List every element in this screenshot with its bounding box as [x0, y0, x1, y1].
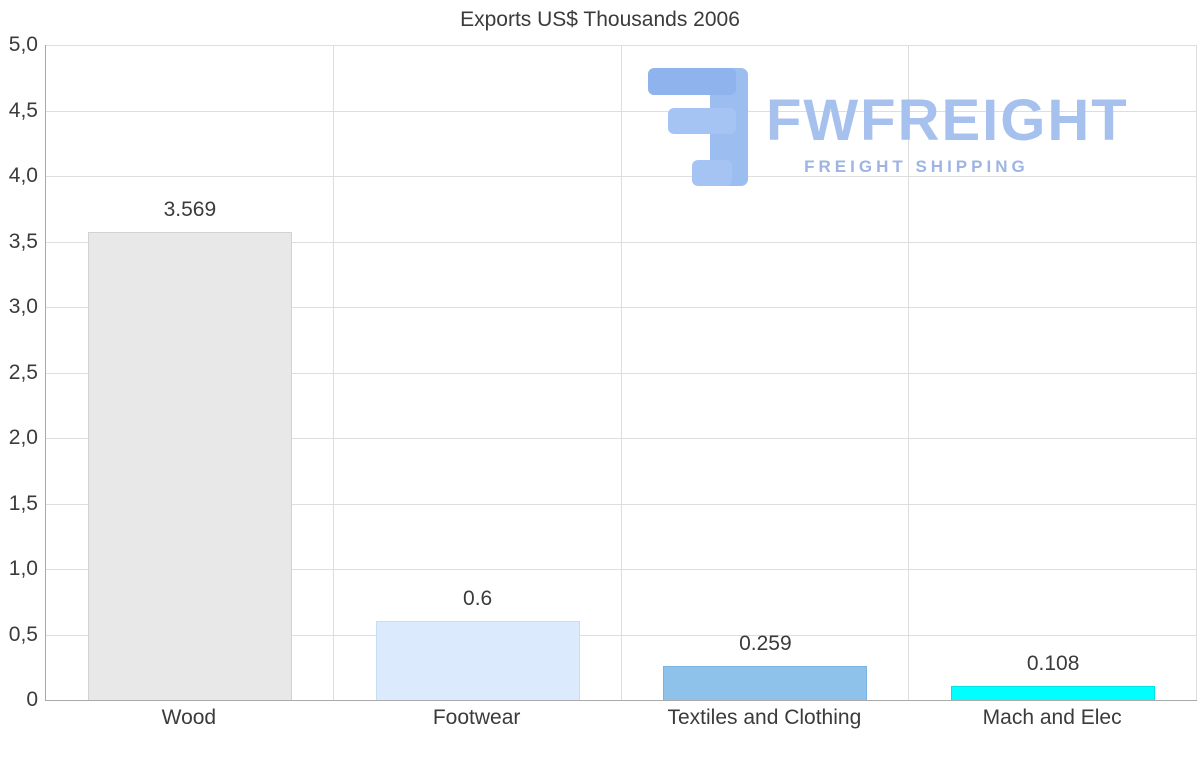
category-label: Footwear: [432, 706, 521, 729]
bar-wood: [87, 232, 292, 700]
bar-value-label: 3.569: [163, 198, 217, 222]
y-tick-label: 4,5: [8, 98, 38, 122]
plot-area: 3.569 0.6 0.259 0.108: [45, 45, 1197, 701]
bar-value-label: 0.6: [463, 587, 493, 611]
category-label: Wood: [161, 706, 217, 729]
chart-title: Exports US$ Thousands 2006: [460, 8, 740, 31]
logo-text: FWFREIGHT FREIGHT SHIPPING: [766, 68, 1129, 177]
freight-logo-icon: [648, 68, 748, 186]
bar-mach-and-elec: [951, 685, 1156, 700]
y-tick-label: 4,0: [8, 164, 38, 187]
y-tick-label: 1,5: [8, 491, 38, 515]
vertical-gridline: [332, 45, 334, 700]
bar-textiles-and-clothing: [663, 666, 868, 700]
logo-tagline: FREIGHT SHIPPING: [804, 157, 1029, 176]
y-tick-label: 1,0: [8, 557, 38, 580]
horizontal-gridline: [46, 438, 1197, 439]
horizontal-gridline: [46, 45, 1197, 46]
y-tick-label: 0,5: [8, 622, 38, 646]
bar-footwear: [375, 621, 580, 700]
y-tick-label: 5,0: [8, 33, 38, 56]
y-tick-label: 3,0: [8, 295, 38, 318]
vertical-gridline: [1196, 45, 1197, 700]
horizontal-gridline: [46, 241, 1197, 243]
category-label: Textiles and Clothing: [667, 706, 862, 729]
y-tick-label: 2,5: [8, 360, 38, 384]
logo: FWFREIGHT FREIGHT SHIPPING: [648, 68, 1129, 186]
bar-value-label: 0.108: [1026, 651, 1080, 675]
horizontal-gridline: [46, 372, 1197, 374]
horizontal-gridline: [46, 569, 1197, 570]
horizontal-gridline: [46, 176, 1197, 177]
horizontal-gridline: [46, 503, 1197, 505]
horizontal-gridline: [46, 307, 1197, 308]
bar-value-label: 0.259: [739, 632, 792, 656]
horizontal-gridline: [46, 110, 1197, 112]
y-tick-label: 2,0: [8, 426, 38, 449]
category-label: Mach and Elec: [982, 706, 1122, 729]
horizontal-gridline: [46, 634, 1197, 636]
logo-brand: FWFREIGHT: [766, 88, 1129, 153]
y-tick-label: 3,5: [8, 229, 38, 253]
vertical-gridline: [908, 45, 910, 700]
y-tick-label: 0: [26, 688, 38, 711]
vertical-gridline: [620, 45, 622, 700]
